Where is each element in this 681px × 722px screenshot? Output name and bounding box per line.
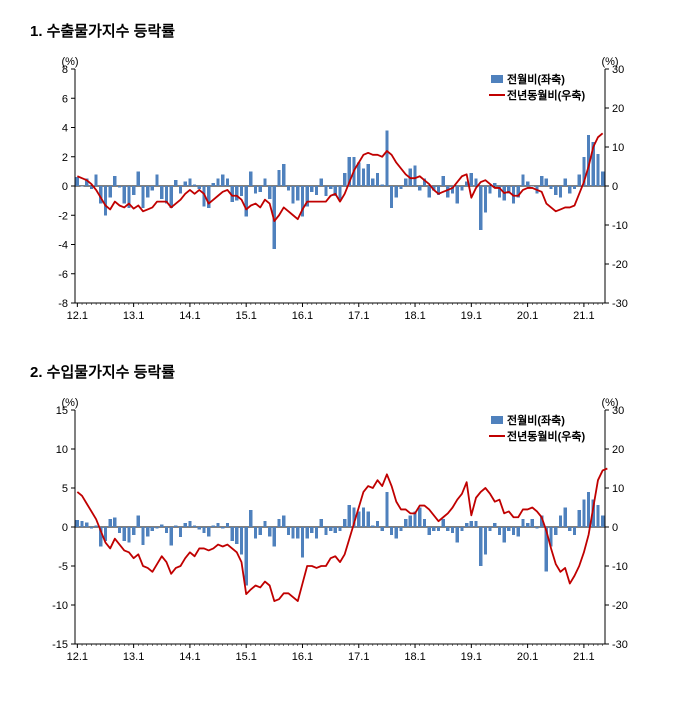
svg-text:(%): (%) — [601, 397, 618, 409]
svg-text:20.1: 20.1 — [517, 651, 538, 663]
svg-text:12.1: 12.1 — [67, 310, 88, 322]
svg-text:13.1: 13.1 — [123, 310, 144, 322]
svg-text:13.1: 13.1 — [123, 651, 144, 663]
svg-text:5: 5 — [62, 483, 68, 495]
svg-text:-10: -10 — [612, 561, 628, 573]
svg-text:-30: -30 — [612, 639, 628, 651]
svg-text:-5: -5 — [58, 561, 68, 573]
svg-text:10: 10 — [612, 483, 624, 495]
chart2-title: 2. 수입물가지수 등락률 — [30, 361, 651, 382]
svg-text:(%): (%) — [601, 56, 618, 68]
svg-text:17.1: 17.1 — [348, 651, 369, 663]
svg-text:16.1: 16.1 — [292, 310, 313, 322]
chart1-svg: -8-6-4-202468-30-20-100102030(%)(%)12.11… — [30, 51, 650, 331]
svg-text:10: 10 — [612, 142, 624, 154]
svg-text:21.1: 21.1 — [573, 310, 594, 322]
svg-text:10: 10 — [56, 444, 68, 456]
svg-text:-20: -20 — [612, 600, 628, 612]
svg-text:-10: -10 — [612, 220, 628, 232]
svg-text:-8: -8 — [58, 298, 68, 310]
svg-text:전년동월비(우축): 전년동월비(우축) — [507, 88, 586, 102]
svg-text:전월비(좌축): 전월비(좌축) — [507, 72, 565, 86]
svg-text:4: 4 — [62, 123, 68, 135]
svg-text:전년동월비(우축): 전년동월비(우축) — [507, 429, 586, 443]
svg-text:19.1: 19.1 — [461, 310, 482, 322]
svg-text:12.1: 12.1 — [67, 651, 88, 663]
svg-text:21.1: 21.1 — [573, 651, 594, 663]
export-price-index-block: 1. 수출물가지수 등락률 -8-6-4-202468-30-20-100102… — [30, 20, 651, 331]
svg-text:(%): (%) — [61, 397, 78, 409]
svg-text:-20: -20 — [612, 259, 628, 271]
svg-text:6: 6 — [62, 93, 68, 105]
svg-text:19.1: 19.1 — [461, 651, 482, 663]
svg-text:15.1: 15.1 — [235, 651, 256, 663]
chart2-svg: -15-10-5051015-30-20-100102030(%)(%)12.1… — [30, 392, 650, 672]
svg-text:15.1: 15.1 — [235, 310, 256, 322]
svg-text:20: 20 — [612, 103, 624, 115]
svg-text:14.1: 14.1 — [179, 651, 200, 663]
svg-text:-4: -4 — [58, 240, 68, 252]
svg-text:-10: -10 — [52, 600, 68, 612]
svg-text:(%): (%) — [61, 56, 78, 68]
svg-text:0: 0 — [62, 522, 68, 534]
svg-text:0: 0 — [612, 181, 618, 193]
svg-text:20.1: 20.1 — [517, 310, 538, 322]
svg-text:0: 0 — [612, 522, 618, 534]
svg-text:-30: -30 — [612, 298, 628, 310]
svg-text:14.1: 14.1 — [179, 310, 200, 322]
chart1-title: 1. 수출물가지수 등락률 — [30, 20, 651, 41]
svg-text:2: 2 — [62, 152, 68, 164]
svg-text:-6: -6 — [58, 269, 68, 281]
svg-text:18.1: 18.1 — [404, 310, 425, 322]
svg-text:-2: -2 — [58, 210, 68, 222]
import-price-index-block: 2. 수입물가지수 등락률 -15-10-5051015-30-20-10010… — [30, 361, 651, 672]
svg-text:0: 0 — [62, 181, 68, 193]
svg-text:16.1: 16.1 — [292, 651, 313, 663]
svg-text:20: 20 — [612, 444, 624, 456]
svg-text:-15: -15 — [52, 639, 68, 651]
svg-text:17.1: 17.1 — [348, 310, 369, 322]
svg-text:18.1: 18.1 — [404, 651, 425, 663]
svg-text:전월비(좌축): 전월비(좌축) — [507, 413, 565, 427]
